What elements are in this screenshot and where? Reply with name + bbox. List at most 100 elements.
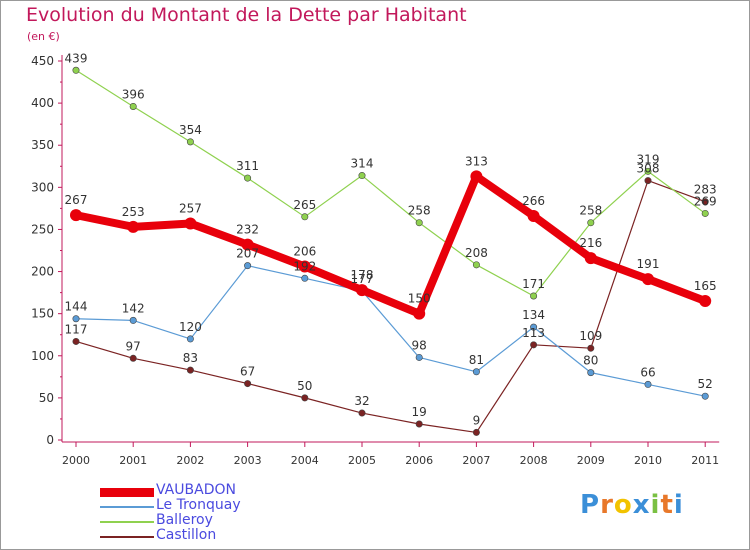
logo-letter: t [660,490,674,520]
data-point-balleroy-2003 [244,174,252,182]
x-tick-label-2001: 2001 [119,454,147,467]
data-label-le-tronquay-2007: 81 [469,353,484,367]
data-label-castillon-2010: 308 [637,162,660,176]
data-label-vaubadon-2011: 165 [694,279,717,293]
data-point-balleroy-2008 [530,292,538,300]
data-point-le-tronquay-2007 [472,368,480,376]
data-point-balleroy-2006 [415,219,423,227]
data-point-vaubadon-2005 [356,284,368,297]
y-tick-label-0: 0 [46,433,54,447]
x-tick-label-2006: 2006 [405,454,433,467]
legend-item-vaubadon: VAUBADON [100,482,320,500]
data-point-castillon-2004 [301,394,309,402]
data-label-vaubadon-2009: 216 [579,236,602,250]
data-label-le-tronquay-2004: 192 [293,259,316,273]
y-tick-label-50: 50 [39,391,54,405]
legend-label-castillon: Castillon [156,527,217,543]
data-label-castillon-2008: 113 [522,326,545,340]
data-label-vaubadon-2000: 267 [65,193,88,207]
data-label-le-tronquay-2009: 80 [583,354,598,368]
y-tick-label-250: 250 [31,222,54,236]
data-point-le-tronquay-2006 [415,353,423,361]
data-label-balleroy-2004: 265 [293,198,316,212]
data-point-le-tronquay-2001 [129,316,137,324]
data-point-balleroy-2000 [72,66,80,74]
data-point-castillon-2007 [472,428,480,436]
x-tick-label-2009: 2009 [577,454,605,467]
data-point-vaubadon-2002 [184,217,197,230]
data-point-le-tronquay-2008 [530,323,538,331]
data-label-castillon-2007: 9 [473,413,481,427]
unit-label: (en €) [27,30,60,43]
x-tick-label-2005: 2005 [348,454,376,467]
legend-swatch-balleroy [100,521,154,523]
data-point-vaubadon-2009 [584,252,597,265]
data-label-vaubadon-2001: 253 [122,205,145,219]
data-label-balleroy-2007: 208 [465,246,488,260]
data-label-balleroy-2008: 171 [522,277,545,291]
data-label-castillon-2002: 83 [183,351,198,365]
legend-swatch-vaubadon [100,487,154,497]
data-point-castillon-2003 [244,380,252,388]
y-tick-label-350: 350 [31,138,54,152]
legend-item-balleroy: Balleroy [100,512,320,530]
y-tick-label-150: 150 [31,307,54,321]
data-point-vaubadon-2001 [127,220,140,233]
x-tick-label-2007: 2007 [462,454,490,467]
data-point-balleroy-2001 [129,102,137,110]
data-label-castillon-2003: 67 [240,365,255,379]
data-point-balleroy-2010 [644,167,652,175]
data-label-vaubadon-2008: 266 [522,194,545,208]
logo-letter: r [600,490,614,520]
series-line-le-tronquay [75,265,706,397]
data-point-castillon-2002 [186,366,194,374]
x-tick-label-2000: 2000 [62,454,90,467]
x-tick-label-2011: 2011 [691,454,719,467]
data-label-castillon-2005: 32 [354,394,369,408]
data-label-balleroy-2003: 311 [236,159,259,173]
data-label-le-tronquay-2005: 177 [351,272,374,286]
data-point-castillon-2000 [72,337,80,345]
data-label-castillon-2001: 97 [126,339,141,353]
data-label-vaubadon-2002: 257 [179,202,202,216]
data-point-le-tronquay-2002 [186,335,194,343]
data-label-balleroy-2002: 354 [179,123,202,137]
legend-swatch-le-tronquay [100,506,154,508]
data-label-vaubadon-2007: 313 [465,154,488,168]
data-label-le-tronquay-2006: 98 [412,338,427,352]
data-label-balleroy-2010: 319 [637,152,660,166]
legend-item-castillon: Castillon [100,527,320,545]
x-tick-label-2010: 2010 [634,454,662,467]
data-label-le-tronquay-2010: 66 [640,365,655,379]
data-point-vaubadon-2000 [70,209,82,222]
data-point-le-tronquay-2010 [644,380,652,388]
proxiti-logo: Proxiti [580,490,684,520]
chart-title: Evolution du Montant de la Dette par Hab… [26,4,467,26]
data-label-castillon-2000: 117 [65,322,88,336]
data-point-le-tronquay-2004 [301,274,309,282]
data-label-balleroy-2001: 396 [122,87,145,101]
x-tick-label-2004: 2004 [291,454,319,467]
data-label-castillon-2009: 109 [579,329,602,343]
data-point-vaubadon-2006 [413,307,426,320]
data-label-vaubadon-2005: 178 [351,268,374,282]
logo-letter: x [632,490,651,520]
legend-label-balleroy: Balleroy [156,512,213,528]
data-label-vaubadon-2010: 191 [637,257,660,271]
data-point-balleroy-2005 [358,172,366,180]
y-tick-label-300: 300 [31,180,54,194]
data-point-castillon-2001 [129,354,137,362]
data-point-le-tronquay-2003 [244,262,252,270]
logo-letter: i [650,490,661,520]
series-line-balleroy [75,69,706,297]
data-point-balleroy-2011 [701,209,709,217]
y-tick-label-100: 100 [31,349,54,363]
data-label-vaubadon-2004: 206 [293,245,316,259]
data-label-balleroy-2005: 314 [351,157,374,171]
x-tick-label-2003: 2003 [234,454,262,467]
legend-label-vaubadon: VAUBADON [156,482,236,498]
data-label-balleroy-2009: 258 [579,204,602,218]
data-point-vaubadon-2010 [642,273,654,286]
y-tick-label-200: 200 [31,265,54,279]
